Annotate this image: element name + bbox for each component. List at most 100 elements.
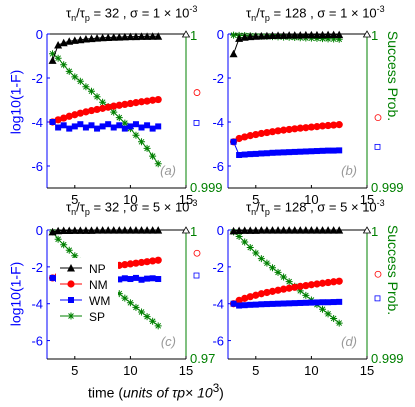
panel-a-series-sp [49,50,162,168]
panel-a-point-nm [65,112,73,120]
panel-c-ytick-label: -4 [31,297,43,312]
panel-a-point-np [81,35,90,43]
panel-c-point-np [120,226,129,234]
panel-c-xtick-label: 15 [179,363,193,378]
panel-b-nm-end-marker [374,114,382,122]
panel-d-point-wm [313,299,320,306]
legend-label-sp: SP [89,310,105,324]
panel-a-point-nm [115,101,123,109]
panel-a-point-sp [65,67,73,75]
panel-a-point-np [54,41,63,49]
panel-a-point-nm [121,100,129,108]
panel-a-point-nm [82,108,90,116]
panel-a-point-nm [54,116,62,124]
panel-b-point-wm [336,147,343,154]
panel-d-point-nm [307,281,315,289]
panel-b-point-nm [318,122,327,130]
panel-b-point-np [279,31,288,39]
panel-d-point-wm [230,300,237,307]
panel-a-point-sp [54,54,62,62]
panel-b-xtick-label: 15 [360,192,374,207]
panel-b-ytick-label: -4 [212,115,224,130]
panel-a-point-sp [154,160,162,168]
panel-c-point-nm [137,258,146,267]
panel-c-point-sp [115,290,123,298]
panel-d-nm-end-marker [374,270,382,278]
panel-d-point-nm [291,283,299,291]
panel-c-point-sp [121,294,129,302]
panel-c-point-wm [138,276,145,283]
panel-c-point-np [131,226,140,234]
panel-d-point-sp [296,287,304,295]
panel-d-title: τn/τp = 128 , σ = 5 × 10-3 [246,198,385,217]
panel-d-point-np [318,226,327,234]
panel-d-point-np [229,226,238,235]
panel-d-point-np [335,226,344,234]
panel-d-point-nm [274,286,282,294]
panel-b-point-np [296,31,305,39]
panel-d-point-nm [280,285,288,293]
panel-c-point-nm [132,259,140,267]
panel-c-point-wm [49,274,56,281]
panel-c-point-sp [154,322,162,330]
panel-d-point-sp [330,314,338,322]
panel-a-point-nm [126,99,134,108]
panel-c-point-wm [155,276,162,283]
panel-b-point-sp [330,35,338,43]
panel-c-point-sp [126,299,134,307]
panel-d-point-sp [274,268,282,276]
panel-a-point-wm [144,122,151,129]
panel-c-ytick-label: 0 [36,223,43,238]
left-ylabel-bottom: log10(1-F) [7,261,24,327]
legend-label-nm: NM [89,278,108,292]
panel-b-point-wm [269,149,276,156]
right-ylabel-bottom: Success Prob. [385,224,402,316]
panel-b-point-wm [319,147,326,154]
panel-a-point-sp [110,108,118,116]
panel-d-right-ytick-top: 1 [371,224,378,239]
legend-marker-np [67,264,75,272]
panel-c-point-wm [127,276,134,283]
panel-a-series-np [48,32,163,64]
panel-c-point-np [137,226,146,234]
panel-c-right-ytick-bottom: 0.97 [190,351,215,366]
panel-d-point-wm [325,299,332,306]
panel-a-point-wm [94,125,101,132]
panel-a-point-sp [76,77,84,85]
left-ylabel-top: log10(1-F) [7,69,24,135]
panel-d-point-sp [252,249,260,257]
panel-a-point-sp [121,119,129,127]
panel-d-point-nm [324,278,332,287]
panel-c-point-sp [71,252,79,260]
panel-b-point-np [257,31,266,40]
panel-a-point-nm [71,111,79,119]
panel-a-point-nm [154,95,162,104]
panel-b-wm-end-marker [374,143,381,150]
panel-d-point-sp [319,305,327,313]
panel-a-point-wm [110,124,117,131]
panel-d-point-wm [308,299,315,306]
panel-d-point-np [290,226,299,234]
right-ylabel-top: Success Prob. [385,30,402,122]
panel-a-point-np [115,33,124,41]
panel-d-ytick-label: -4 [212,297,224,312]
legend-marker-nm [67,280,75,288]
legend-box [56,258,118,326]
panel-d-point-wm [258,301,265,308]
panel-a-point-np [48,56,57,64]
panel-c-xtick-label: 10 [123,363,137,378]
panel-b-point-np [312,30,321,39]
panel-b-point-np [274,31,283,39]
panel-b-point-wm [258,150,265,157]
panel-c-point-np [143,226,152,234]
panel-a-point-nm [137,98,146,106]
panel-b-point-np [290,31,299,39]
panel-a-point-wm [99,123,106,130]
panel-d-point-np [246,226,255,234]
panel-b-right-ytick-top: 1 [371,28,378,43]
panel-a-point-np [76,35,85,44]
panel-b-point-wm [247,151,254,158]
panel-d-point-nm [330,278,338,286]
panel-a-letter: (a) [160,163,176,178]
